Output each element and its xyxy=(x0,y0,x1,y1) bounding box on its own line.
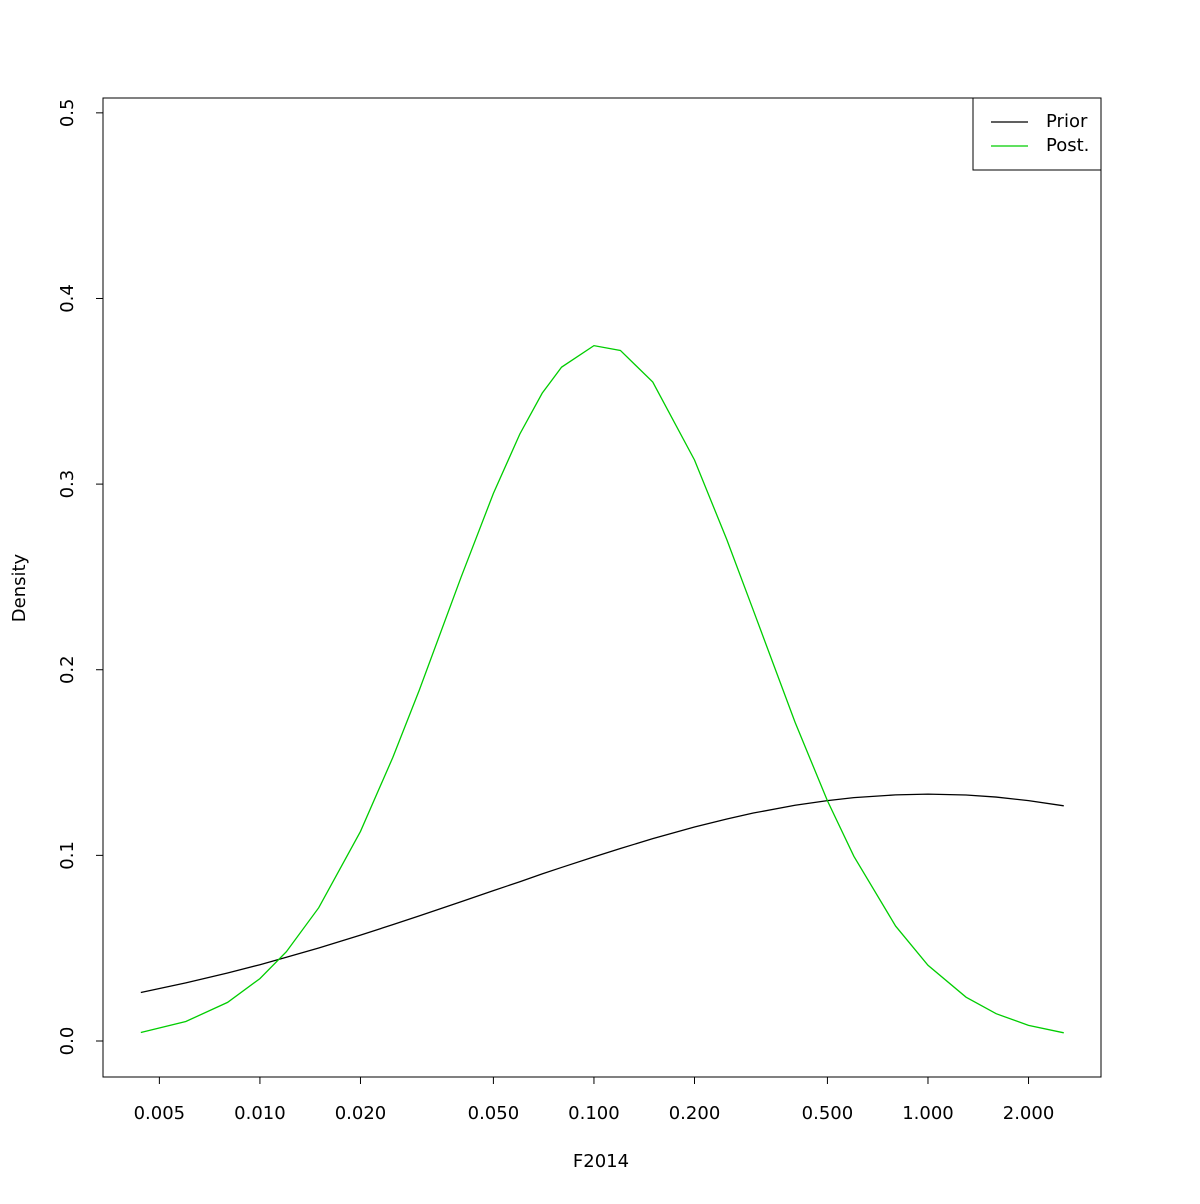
legend-label: Post. xyxy=(1046,135,1089,156)
y-tick-label: 0.2 xyxy=(57,655,78,684)
legend-label: Prior xyxy=(1046,111,1088,132)
legend-box xyxy=(972,97,1102,171)
x-tick-label: 0.100 xyxy=(568,1103,620,1124)
series-line xyxy=(140,344,1064,1034)
y-tick-label: 0.4 xyxy=(57,284,78,313)
x-tick-label: 0.050 xyxy=(468,1103,520,1124)
y-tick-label: 0.1 xyxy=(57,841,78,870)
x-tick-label: 0.010 xyxy=(234,1103,286,1124)
series-line xyxy=(140,793,1064,994)
y-axis-label: Density xyxy=(9,553,30,622)
x-tick-label: 0.005 xyxy=(134,1103,186,1124)
plot-box xyxy=(102,97,1102,1078)
y-tick-label: 0.3 xyxy=(57,470,78,499)
x-tick-label: 1.000 xyxy=(902,1103,954,1124)
x-tick-label: 0.200 xyxy=(669,1103,721,1124)
y-tick-label: 0.5 xyxy=(57,99,78,128)
y-tick-label: 0.0 xyxy=(57,1027,78,1056)
x-tick-label: 2.000 xyxy=(1003,1103,1055,1124)
x-tick-label: 0.020 xyxy=(335,1103,387,1124)
x-tick-label: 0.500 xyxy=(802,1103,854,1124)
x-axis-label: F2014 xyxy=(573,1151,629,1172)
